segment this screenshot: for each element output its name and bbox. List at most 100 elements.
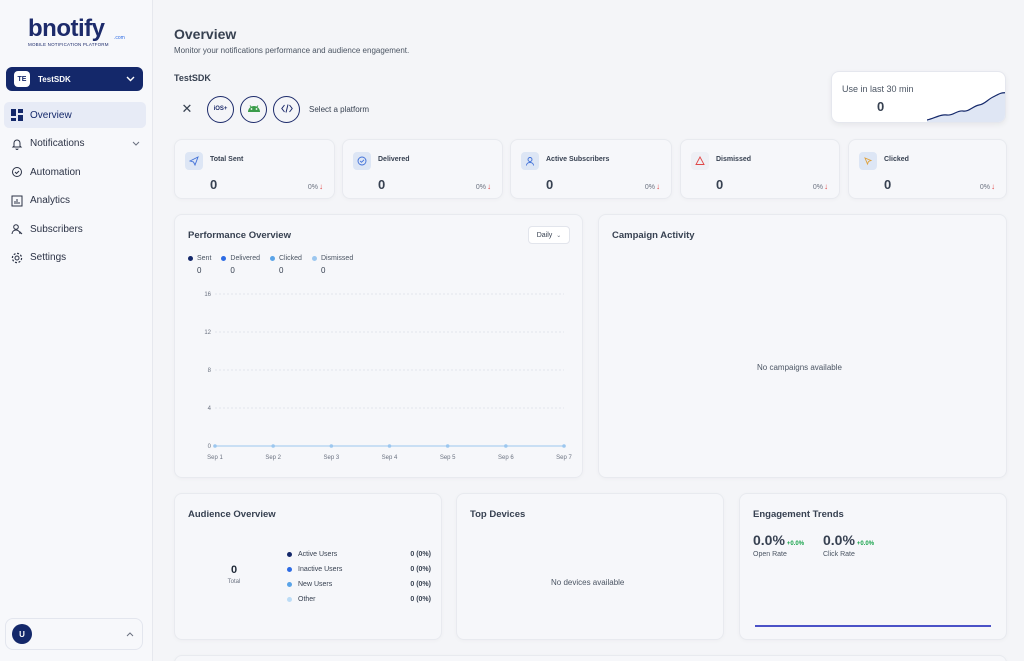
performance-card: Performance Overview Daily ⌄ Sent 0 Deli…: [174, 214, 583, 478]
data-point: [271, 444, 275, 448]
click-rate-value: 0.0%: [823, 532, 855, 548]
legend-swatch: [188, 256, 193, 261]
chevron-up-icon[interactable]: [126, 630, 134, 639]
bell-icon: [10, 137, 24, 151]
legend-label: Sent: [197, 255, 212, 262]
stat-card-dismissed: Dismissed 0 0%↓: [680, 139, 840, 199]
performance-title: Performance Overview: [188, 230, 291, 241]
legend-item-clicked[interactable]: Clicked 0: [269, 255, 302, 275]
period-dropdown[interactable]: Daily ⌄: [528, 226, 570, 244]
platform-android-button[interactable]: [240, 95, 267, 123]
stat-label: Active Subscribers: [546, 156, 610, 163]
data-point: [445, 444, 450, 448]
app-name: TestSDK: [174, 73, 211, 83]
swatch: [287, 567, 292, 572]
user-menu[interactable]: U: [5, 618, 143, 650]
audience-total: 0 Total: [227, 564, 241, 585]
stat-card-total-sent: Total Sent 0 0%↓: [174, 139, 335, 199]
chart-legend: Sent 0 Delivered 0 Clicked 0 Dismissed 0: [188, 255, 363, 275]
swatch: [287, 582, 292, 587]
bottom-card: [174, 655, 1007, 661]
sidebar-item-analytics[interactable]: Analytics: [4, 188, 146, 214]
sidebar-item-label: Settings: [30, 252, 67, 263]
chevron-down-icon: ⌄: [556, 232, 562, 239]
data-point: [387, 444, 392, 448]
ios-label: iOS+: [213, 106, 228, 112]
brand-tld: .com: [114, 35, 125, 41]
engagement-trends-card: Engagement Trends 0.0% +0.0% Open Rate 0.…: [739, 493, 1007, 640]
gear-icon: [10, 251, 24, 265]
audience-title: Audience Overview: [188, 509, 276, 520]
usage-sparkline: [927, 92, 1005, 122]
stat-change: 0%↓: [475, 182, 491, 191]
legend-value: 0: [230, 266, 235, 275]
send-icon: [185, 152, 203, 170]
platform-select-label: Select a platform: [309, 104, 370, 114]
y-tick-label: 12: [204, 330, 211, 336]
stat-label: Clicked: [884, 156, 909, 163]
sidebar-item-notifications[interactable]: Notifications: [4, 131, 146, 157]
project-switcher[interactable]: TE TestSDK: [6, 67, 143, 91]
y-tick-label: 0: [208, 444, 212, 450]
arrow-down-icon: ↓: [991, 182, 995, 191]
x-tick-label: Sep 6: [498, 455, 514, 461]
x-tick-label: Sep 2: [265, 455, 281, 461]
audience-breakdown: Active Users 0 (0%) Inactive Users 0 (0%…: [287, 547, 431, 607]
audience-row-inactive: Inactive Users 0 (0%): [287, 562, 431, 577]
legend-label: Clicked: [278, 255, 302, 262]
usage-label: Use in last 30 min: [842, 84, 914, 94]
stat-card-active-subscribers: Active Subscribers 0 0%↓: [510, 139, 672, 199]
legend-swatch: [311, 256, 317, 261]
stat-label: Dismissed: [716, 156, 752, 163]
chevron-down-icon[interactable]: [132, 139, 140, 148]
data-point: [504, 444, 508, 448]
project-initials: TE: [14, 71, 30, 87]
period-value: Daily: [536, 231, 553, 239]
legend-item-sent[interactable]: Sent 0: [188, 255, 211, 275]
sidebar-nav: Overview Notifications Automation Analyt…: [4, 102, 146, 273]
audience-row-other: Other 0 (0%): [287, 592, 431, 607]
legend-item-delivered[interactable]: Delivered 0: [221, 255, 260, 275]
page-title: Overview: [174, 26, 237, 42]
legend-label: Dismissed: [320, 255, 354, 262]
data-point: [562, 444, 566, 448]
sidebar-item-subscribers[interactable]: Subscribers: [4, 216, 146, 242]
x-tick-label: Sep 3: [323, 455, 339, 461]
legend-value: 0: [278, 266, 284, 275]
open-rate-label: Open Rate: [753, 551, 787, 558]
android-icon: [247, 103, 261, 115]
legend-item-dismissed[interactable]: Dismissed 0: [311, 255, 354, 275]
stat-change: 0%↓: [307, 182, 323, 191]
close-icon[interactable]: ✕: [181, 101, 193, 116]
engagement-trend-line: [755, 625, 991, 627]
sidebar-item-overview[interactable]: Overview: [4, 102, 146, 128]
sidebar-item-automation[interactable]: Automation: [4, 159, 146, 185]
sidebar-item-label: Analytics: [30, 195, 71, 206]
platform-selector: ✕ iOS+ Select a platform: [178, 95, 370, 123]
click-rate: 0.0% +0.0% Click Rate: [823, 532, 874, 558]
cursor-icon: [859, 152, 877, 170]
x-tick-label: Sep 7: [556, 455, 572, 461]
stat-change: 0%↓: [644, 182, 660, 191]
avatar[interactable]: U: [12, 624, 32, 644]
data-point: [329, 444, 334, 448]
sidebar-item-settings[interactable]: Settings: [4, 245, 146, 271]
automation-icon: [10, 165, 24, 179]
project-name: TestSDK: [38, 74, 71, 84]
brand-logo[interactable]: bnotify .com MOBILE NOTIFICATION PLATFOR…: [28, 17, 128, 50]
usage-value: 0: [877, 99, 885, 114]
stat-card-delivered: Delivered 0 0%↓: [342, 139, 503, 199]
arrow-down-icon: ↓: [656, 182, 660, 191]
click-rate-delta: +0.0%: [856, 541, 875, 547]
legend-label: Delivered: [230, 255, 260, 262]
platform-web-button[interactable]: [273, 95, 300, 123]
stat-value: 0: [884, 177, 892, 192]
check-circle-icon: [353, 152, 371, 170]
stat-value: 0: [716, 177, 724, 192]
data-point: [213, 444, 217, 448]
stat-change: 0%↓: [979, 182, 995, 191]
x-tick-label: Sep 4: [382, 455, 398, 461]
audience-row-active: Active Users 0 (0%): [287, 547, 431, 562]
platform-ios-button[interactable]: iOS+: [207, 95, 234, 123]
stat-label: Delivered: [378, 156, 410, 163]
